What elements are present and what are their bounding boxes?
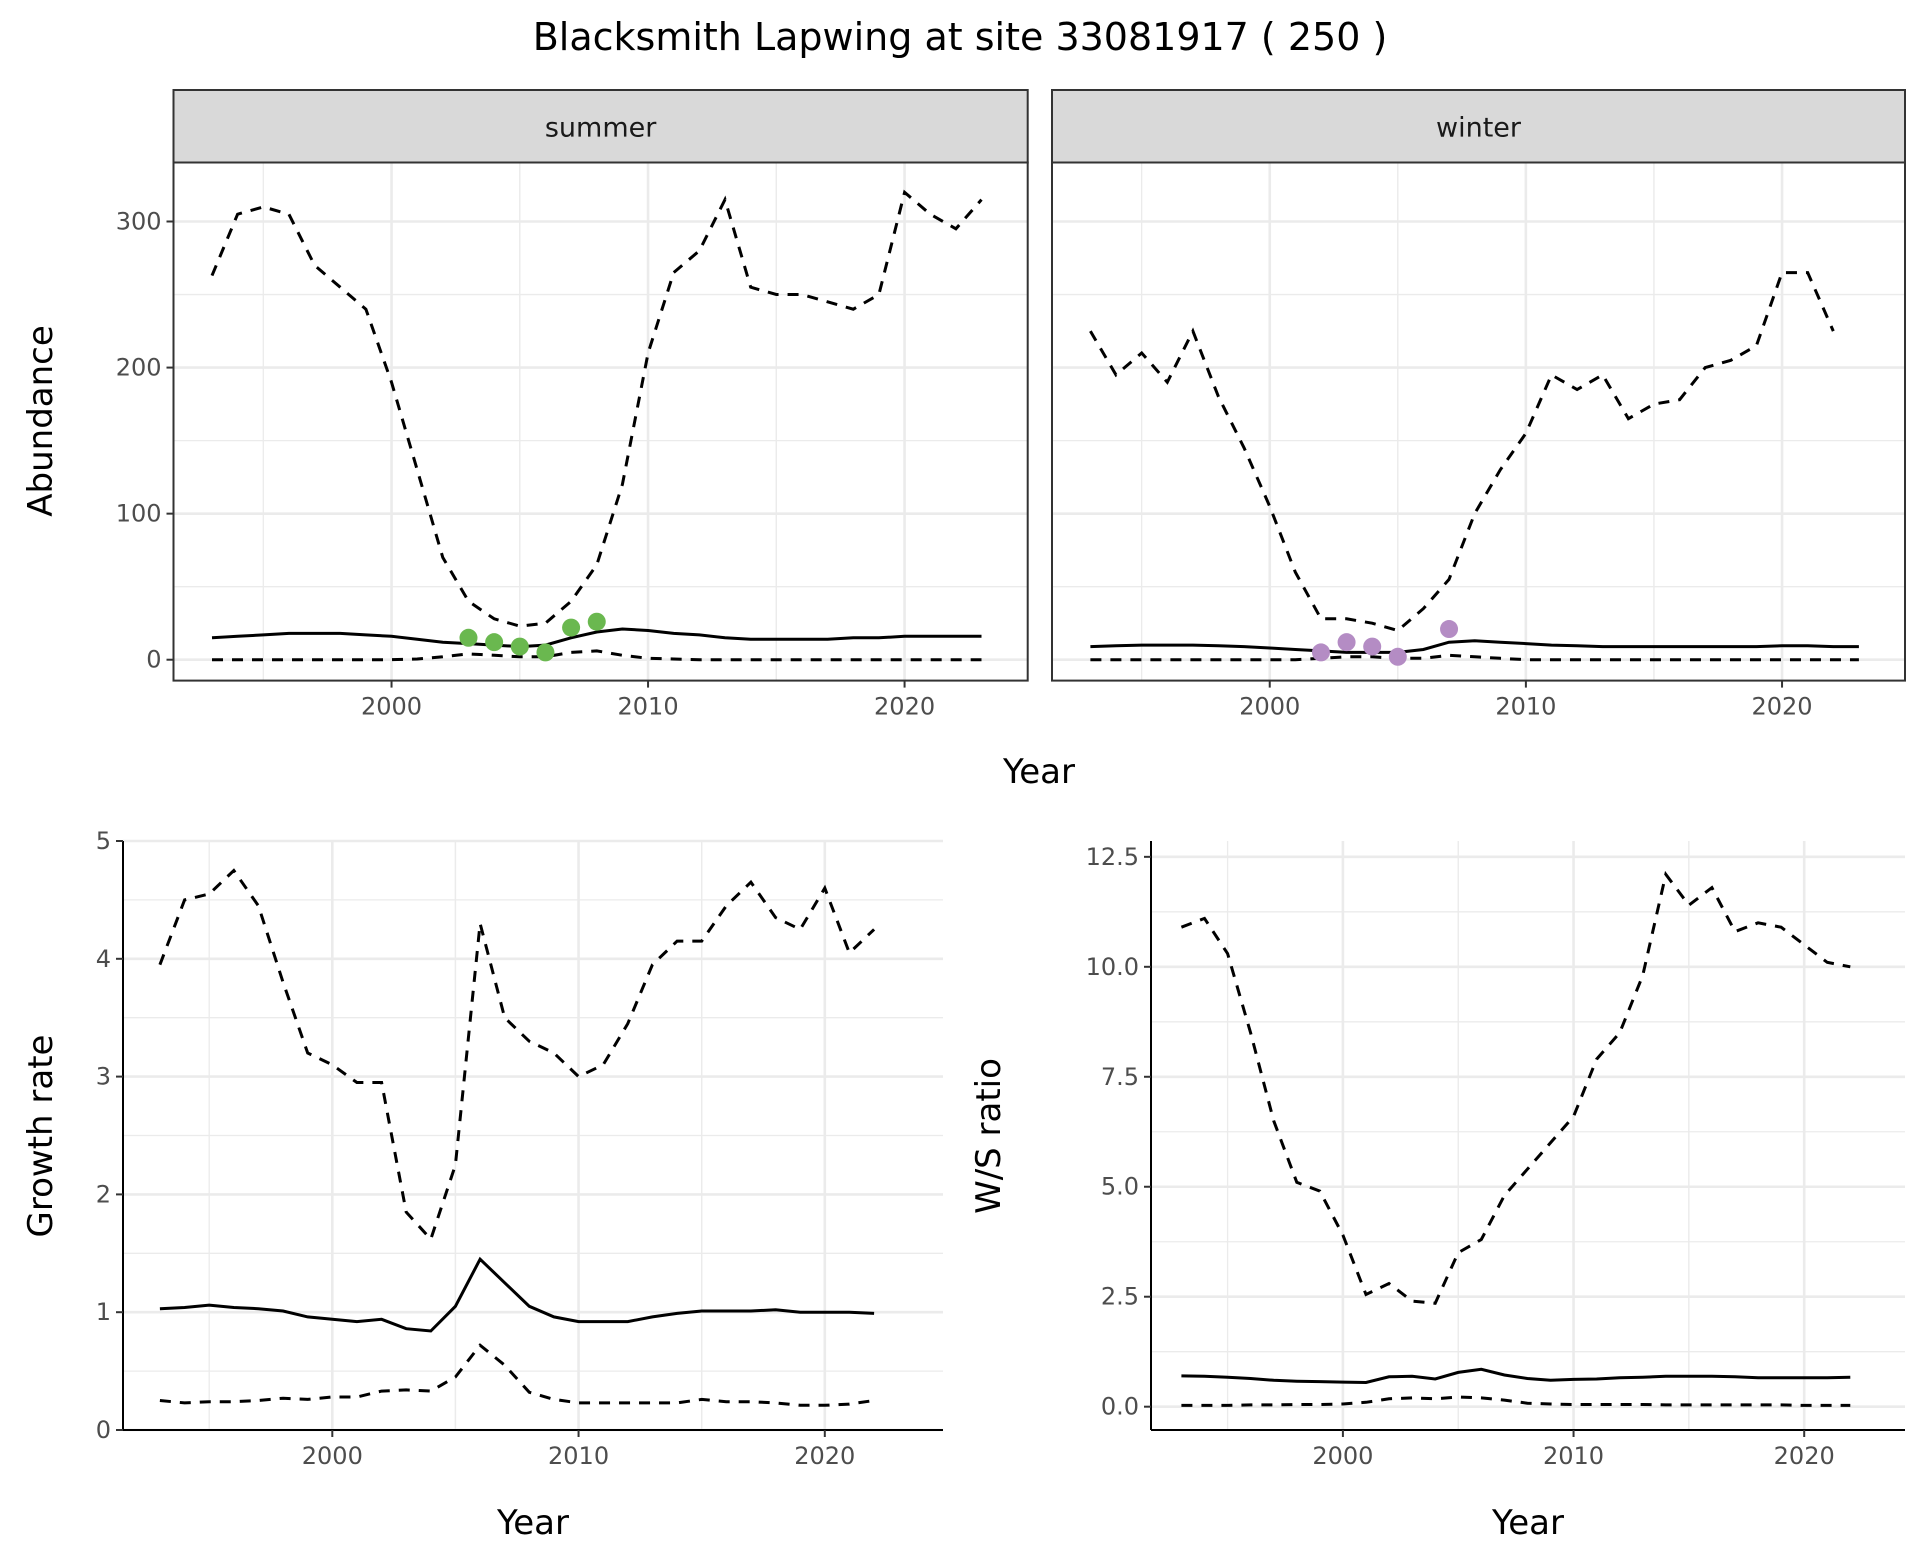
y-tick-label: 0 — [96, 1416, 111, 1444]
y-tick-label: 7.5 — [1101, 1063, 1139, 1091]
y-tick-label: 12.5 — [1086, 843, 1139, 871]
x-tick-label: 2000 — [1312, 1442, 1373, 1470]
top-y-axis-title: Abundance — [21, 325, 61, 517]
growth-y-axis-title: Growth rate — [21, 1035, 61, 1238]
top-x-axis-title: Year — [1002, 752, 1075, 792]
y-tick-label: 100 — [116, 500, 162, 528]
x-tick-label: 2020 — [874, 693, 935, 721]
ratio-y-axis-title: W/S ratio — [969, 1058, 1009, 1214]
x-tick-label: 2010 — [618, 693, 679, 721]
chart-title: Blacksmith Lapwing at site 33081917 ( 25… — [533, 15, 1388, 59]
panel-border — [1051, 161, 1906, 682]
x-tick-label: 2000 — [361, 693, 422, 721]
data-point — [587, 612, 606, 631]
upper-bound-line — [158, 868, 876, 1243]
lower-bound-line — [1181, 1395, 1851, 1407]
data-point — [1311, 643, 1330, 662]
data-point — [536, 643, 555, 662]
growth-x-axis-title: Year — [496, 1503, 569, 1543]
y-tick-label: 2 — [96, 1180, 111, 1208]
data-point — [1388, 647, 1407, 666]
lower-bound-line — [159, 1343, 875, 1407]
mean-line — [159, 1256, 875, 1333]
x-tick-label: 2010 — [1543, 1442, 1604, 1470]
y-tick-label: 10.0 — [1086, 953, 1139, 981]
x-tick-label: 2020 — [1752, 693, 1813, 721]
upper-bound-line — [210, 189, 983, 628]
data-point — [459, 628, 478, 647]
y-tick-label: 3 — [96, 1063, 111, 1091]
y-tick-label: 0.0 — [1101, 1393, 1139, 1421]
upper-bound-line — [1180, 870, 1851, 1305]
ratio-x-axis-title: Year — [1491, 1503, 1564, 1543]
x-tick-label: 2020 — [794, 1442, 855, 1470]
mean-line — [211, 627, 982, 649]
data-point — [1440, 620, 1459, 639]
data-point — [562, 618, 581, 637]
y-tick-label: 1 — [96, 1298, 111, 1326]
x-tick-label: 2000 — [1239, 693, 1300, 721]
upper-bound-line — [1089, 271, 1835, 633]
facet-strip-label: winter — [1436, 112, 1522, 143]
y-tick-label: 200 — [116, 354, 162, 382]
y-tick-label: 5 — [96, 827, 111, 855]
panel-ratio: 2000 2010 2020 0.0 2.5 5.0 7.5 10.0 12.5 — [1086, 841, 1905, 1470]
y-tick-label: 300 — [116, 208, 162, 236]
panel-summer: summer 2000 2010 2020 0 100 200 300 — [116, 89, 1029, 721]
data-point — [1363, 637, 1382, 656]
lower-bound-line — [1090, 653, 1859, 662]
mean-line — [1090, 639, 1859, 654]
facet-strip-label: summer — [545, 112, 657, 143]
lower-bound-line — [212, 649, 982, 662]
x-tick-label: 2010 — [548, 1442, 609, 1470]
panel-growth: 2000 2010 2020 0 1 2 3 4 5 — [96, 827, 943, 1470]
y-tick-label: 4 — [96, 945, 111, 973]
x-tick-label: 2010 — [1495, 693, 1556, 721]
data-point — [485, 633, 504, 652]
y-tick-label: 2.5 — [1101, 1283, 1139, 1311]
data-point — [510, 637, 529, 656]
panel-winter: winter 2000 2010 2020 — [1051, 89, 1906, 721]
data-point — [1337, 633, 1356, 652]
facet-strip — [1051, 89, 1906, 164]
y-tick-label: 0 — [146, 646, 161, 674]
y-tick-label: 5.0 — [1101, 1173, 1139, 1201]
x-tick-label: 2000 — [302, 1442, 363, 1470]
facet-strip — [172, 89, 1029, 164]
x-tick-label: 2020 — [1774, 1442, 1835, 1470]
mean-line — [1181, 1367, 1851, 1385]
